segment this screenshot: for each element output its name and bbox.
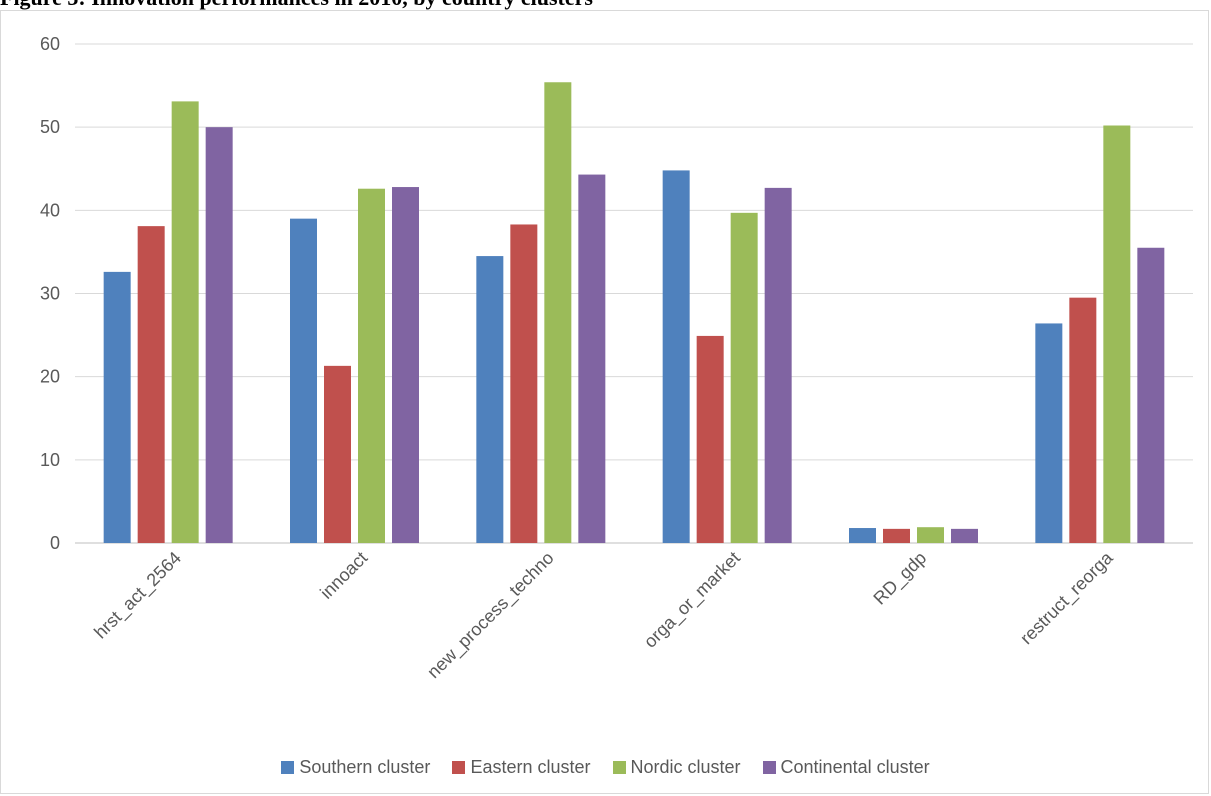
legend-label: Eastern cluster [470,756,591,777]
bar-southern-cluster-new_process_techno [476,256,504,543]
bar-eastern-cluster-rd_gdp [883,528,910,543]
legend-swatch [762,760,776,774]
legend-swatch [281,760,295,774]
y-tick-label: 60 [40,34,60,54]
bar-eastern-cluster-new_process_techno [510,224,538,543]
bar-eastern-cluster-hrst_act_2564 [137,226,165,543]
x-axis-category-labels: hrst_act_2564 innoact new_process_techno or… [90,547,1118,683]
bar-continental-cluster-rd_gdp [951,528,978,543]
y-axis-tick-labels: 0 10 20 30 40 50 60 [40,34,60,553]
x-category-label: RD_gdp [869,548,931,610]
gridlines [75,43,1193,544]
bar-eastern-cluster-restruct_reorga [1069,297,1097,543]
bars [103,82,1165,544]
bar-southern-cluster-orga_or_market [662,170,690,543]
x-category-label: hrst_act_2564 [90,548,186,644]
legend: Southern cluster Eastern cluster Nordic cl… [0,752,1211,782]
bar-continental-cluster-new_process_techno [578,174,606,544]
legend-item: Southern cluster [281,757,430,778]
bar-nordic-cluster-orga_or_market [730,212,758,543]
chart-frame [0,10,1209,794]
y-tick-label: 50 [40,117,60,137]
legend-label: Southern cluster [299,756,431,777]
bar-continental-cluster-innoact [392,187,419,543]
y-tick-label: 10 [40,450,60,470]
chart-title: Figure 3: Innovation performances in 201… [0,0,1211,13]
x-category-label: new_process_techno [423,548,558,683]
x-category-label: orga_or_market [640,548,745,653]
x-category-label: restruct_reorga [1016,547,1118,649]
legend-item: Eastern cluster [452,756,591,778]
legend-swatch [612,760,626,774]
bar-continental-cluster-hrst_act_2564 [205,127,233,544]
bar-continental-cluster-restruct_reorga [1137,247,1165,543]
y-tick-label: 40 [40,200,60,220]
legend-label: Nordic cluster [630,756,741,777]
bar-southern-cluster-innoact [290,218,317,543]
bar-southern-cluster-rd_gdp [849,528,876,543]
y-tick-label: 0 [50,533,60,553]
bar-nordic-cluster-new_process_techno [544,82,572,544]
legend-swatch [452,760,466,774]
bar-nordic-cluster-restruct_reorga [1103,125,1131,544]
legend-label: Continental cluster [780,756,930,777]
y-tick-label: 30 [40,284,60,304]
bar-southern-cluster-hrst_act_2564 [103,271,131,543]
x-category-label: innoact [316,548,371,603]
bar-eastern-cluster-orga_or_market [696,335,724,543]
bar-nordic-cluster-rd_gdp [917,527,944,543]
y-tick-label: 20 [40,367,60,387]
legend-item: Nordic cluster [612,756,741,778]
legend-item: Continental cluster [762,756,930,778]
bar-southern-cluster-restruct_reorga [1035,323,1063,543]
bar-nordic-cluster-hrst_act_2564 [171,101,199,543]
bar-eastern-cluster-innoact [324,365,351,543]
bar-continental-cluster-orga_or_market [764,187,792,543]
bar-nordic-cluster-innoact [358,188,385,543]
